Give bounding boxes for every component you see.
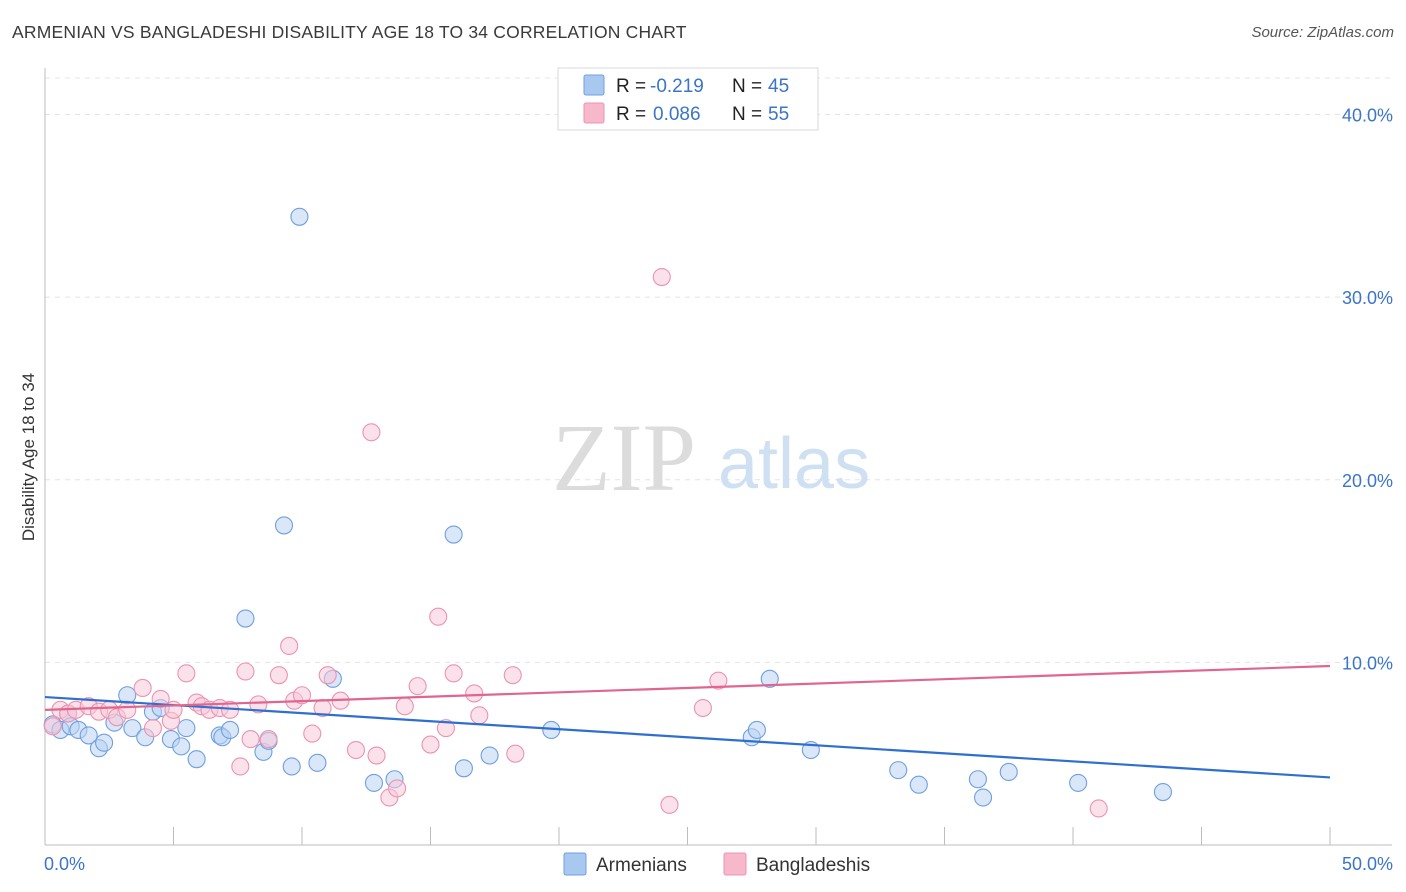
watermark-zip: ZIP [552, 404, 696, 511]
armenian-point [909, 775, 928, 794]
bangladeshi-point [421, 735, 440, 754]
axes [44, 68, 1392, 846]
bangladeshi-point [503, 666, 522, 685]
armenian-point [79, 726, 98, 745]
armenian-point [1153, 782, 1172, 802]
bangladeshi-point [1089, 799, 1108, 818]
armenian-point [220, 720, 240, 740]
armenian-point [123, 719, 142, 738]
legend-n-label-armenians: N = [732, 76, 762, 97]
x-tick-labels: 0.0% 50.0% [44, 854, 1393, 874]
bangladeshi-point [693, 698, 712, 718]
armenian-point [364, 773, 384, 792]
grid-lines [45, 77, 1392, 663]
bangladeshi-point [259, 730, 278, 749]
armenian-point [308, 753, 327, 772]
bangladeshi-point [143, 719, 162, 738]
bangladeshi-point [506, 744, 525, 763]
legend-r-value-bangladeshis: 0.086 [653, 104, 701, 125]
armenian-point [889, 761, 908, 780]
legend-n-value-bangladeshis: 55 [768, 104, 789, 125]
legend-r-label-bangladeshis: R = [616, 104, 646, 125]
bangladeshi-point [249, 695, 268, 714]
armenian-point [290, 207, 309, 226]
armenian-point [177, 719, 196, 738]
armenian-point [968, 770, 987, 789]
watermark: ZIP atlas [552, 404, 870, 511]
legend-r-label-armenians: R = [616, 76, 646, 97]
bangladeshi-trend-line [44, 664, 1331, 711]
bangladeshi-point [292, 686, 312, 705]
bangladeshi-point [395, 697, 414, 716]
legend-n-label-bangladeshis: N = [732, 104, 762, 125]
armenians-swatch [583, 74, 605, 96]
bangladeshi-point [303, 724, 322, 743]
armenian-point [274, 516, 294, 535]
y-tick-label: 30.0% [1342, 288, 1393, 308]
trend-lines [44, 664, 1331, 779]
bangladeshi-point [436, 719, 455, 738]
armenian-point [480, 746, 499, 765]
armenian-point [747, 720, 766, 740]
armenian-point [444, 525, 463, 544]
legend-r-value-armenians: -0.219 [650, 76, 704, 97]
bangladeshi-point [346, 740, 366, 760]
bangladeshi-point [465, 684, 484, 703]
armenian-point [999, 762, 1018, 782]
legend-bangladeshis-label: Bangladeshis [756, 855, 870, 876]
x-tick-label: 50.0% [1342, 854, 1393, 874]
legend-armenians-label: Armenians [596, 855, 687, 876]
armenian-trend-line [44, 695, 1331, 779]
legend-bangladeshis-swatch [723, 852, 747, 876]
armenian-point [236, 609, 255, 628]
x-tick-label: 0.0% [44, 854, 85, 874]
y-tick-labels: 10.0% 20.0% 30.0% 40.0% [1342, 106, 1393, 674]
bangladeshi-point [652, 268, 671, 287]
source-label: Source: ZipAtlas.com [1251, 24, 1394, 41]
y-axis-label: Disability Age 18 to 34 [19, 373, 38, 541]
bangladeshi-point [429, 607, 448, 626]
y-tick-label: 20.0% [1342, 471, 1393, 491]
armenian-point [172, 737, 191, 756]
armenian-point [454, 759, 473, 778]
chart-title: ARMENIAN VS BANGLADESHI DISABILITY AGE 1… [12, 22, 687, 42]
armenian-point [760, 669, 779, 688]
y-tick-label: 40.0% [1342, 106, 1393, 126]
bangladeshis-swatch [583, 102, 605, 124]
bangladeshi-point [118, 700, 137, 719]
y-tick-label: 10.0% [1342, 653, 1393, 673]
bangladeshi-point [318, 666, 337, 685]
bangladeshi-point [367, 746, 386, 765]
series-legend: Armenians Bangladeshis [563, 852, 870, 876]
watermark-atlas: atlas [718, 424, 870, 504]
bangladeshi-point [43, 717, 62, 736]
bangladeshi-point [177, 664, 196, 683]
armenian-point [187, 750, 206, 769]
bangladeshi-point [709, 671, 728, 690]
armenian-point [973, 788, 993, 807]
bangladeshi-point [236, 662, 255, 681]
bangladeshi-point [362, 423, 381, 442]
bangladeshi-point [133, 678, 152, 697]
bangladeshi-point [408, 677, 427, 696]
armenian-point [95, 733, 114, 752]
bangladeshi-point [660, 795, 679, 814]
legend-n-value-armenians: 45 [768, 76, 789, 97]
bangladeshi-point [269, 666, 288, 685]
bangladeshi-point [231, 757, 250, 776]
legend-armenians-swatch [563, 852, 587, 876]
bangladeshi-point [444, 664, 463, 683]
bangladeshi-point [241, 730, 260, 749]
scatter-points [43, 207, 1172, 818]
stats-legend: R = -0.219 N = 45 R = 0.086 N = 55 [557, 67, 819, 131]
bangladeshi-point [388, 779, 407, 798]
armenian-point [1069, 773, 1088, 792]
bangladeshi-point [470, 706, 489, 725]
armenian-point [282, 757, 301, 776]
bangladeshi-point [280, 636, 299, 655]
